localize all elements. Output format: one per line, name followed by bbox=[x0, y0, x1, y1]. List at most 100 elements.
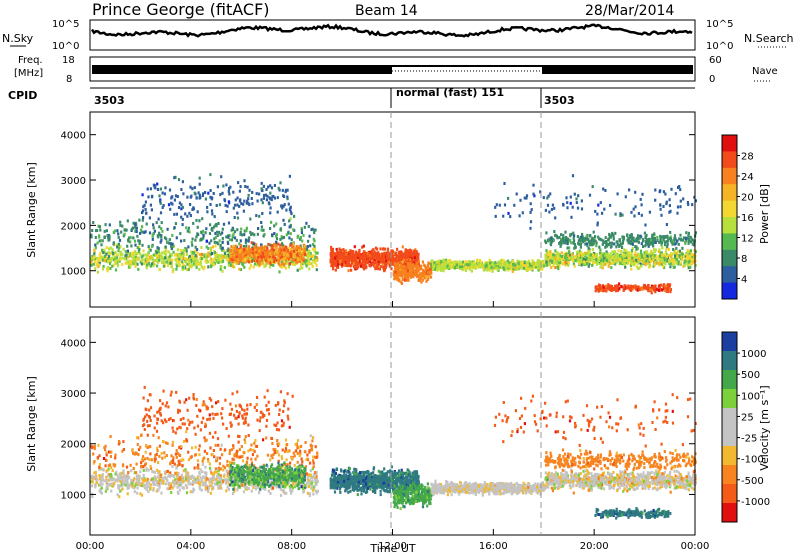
echo-cell bbox=[150, 255, 153, 259]
echo-cell bbox=[117, 242, 120, 246]
echo-cell bbox=[260, 181, 263, 185]
echo-cell bbox=[231, 234, 234, 238]
echo-cell bbox=[680, 252, 683, 256]
echo-cell bbox=[444, 262, 448, 266]
echo-cell bbox=[143, 203, 146, 207]
nave-tick-bottom: 0 bbox=[709, 74, 715, 85]
echo-cell bbox=[428, 273, 431, 277]
echo-cell bbox=[105, 246, 108, 250]
echo-cell bbox=[691, 255, 694, 259]
echo-cell bbox=[138, 218, 141, 222]
echo-cell bbox=[363, 258, 366, 262]
echo-cell bbox=[290, 212, 293, 216]
echo-cell bbox=[184, 246, 187, 250]
echo-cell bbox=[406, 262, 409, 266]
echo-cell bbox=[622, 239, 625, 243]
echo-cell bbox=[190, 194, 193, 198]
echo-cell bbox=[592, 251, 596, 255]
echo-cell bbox=[259, 262, 263, 266]
echo-cell bbox=[414, 271, 417, 275]
echo-cell bbox=[167, 261, 170, 265]
echo-cell bbox=[663, 261, 666, 265]
echo-cell bbox=[296, 257, 299, 261]
noise-right-tick-top: 10^5 bbox=[706, 19, 733, 30]
echo-cell bbox=[162, 204, 165, 207]
echo-cell bbox=[229, 251, 233, 255]
echo-cell bbox=[463, 263, 466, 267]
echo-cell bbox=[251, 251, 254, 255]
echo-cell bbox=[182, 251, 185, 255]
echo-cell bbox=[301, 250, 304, 254]
echo-cell bbox=[617, 249, 620, 253]
echo-cell bbox=[274, 248, 277, 252]
echo-cell bbox=[259, 246, 262, 250]
echo-cell bbox=[674, 254, 677, 258]
echo-cell bbox=[136, 257, 139, 261]
echo-cell bbox=[413, 258, 416, 262]
echo-cell bbox=[122, 247, 125, 251]
echo-cell bbox=[555, 254, 558, 258]
echo-cell bbox=[92, 221, 95, 224]
echo-cell bbox=[266, 247, 269, 250]
echo-cell bbox=[248, 188, 251, 192]
echo-cell bbox=[548, 257, 551, 261]
echo-cell bbox=[587, 264, 590, 268]
echo-cell bbox=[98, 239, 101, 243]
echo-cell bbox=[214, 244, 217, 248]
echo-cell bbox=[694, 231, 697, 235]
echo-cell bbox=[168, 238, 171, 242]
echo-cell bbox=[413, 256, 416, 260]
echo-cell bbox=[119, 253, 122, 257]
echo-cell bbox=[276, 260, 280, 264]
echo-cell bbox=[137, 267, 140, 271]
echo-cell bbox=[247, 197, 250, 201]
echo-cell bbox=[349, 257, 352, 261]
echo-cell bbox=[403, 272, 406, 276]
echo-cell bbox=[241, 233, 244, 237]
echo-cell bbox=[232, 228, 235, 231]
echo-cell bbox=[217, 222, 220, 225]
echo-cell bbox=[194, 263, 197, 267]
echo-cell bbox=[200, 246, 203, 249]
echo-cell bbox=[251, 202, 254, 206]
echo-cell bbox=[573, 264, 576, 268]
echo-cell bbox=[401, 266, 404, 270]
echo-cell bbox=[652, 251, 655, 255]
echo-cell bbox=[436, 260, 439, 264]
echo-cell bbox=[234, 198, 237, 202]
echo-cell bbox=[233, 249, 236, 253]
echo-cell bbox=[292, 245, 295, 249]
echo-cell bbox=[391, 250, 394, 254]
echo-cell bbox=[336, 256, 339, 260]
echo-cell bbox=[148, 247, 151, 251]
echo-cell bbox=[306, 253, 309, 257]
echo-cell bbox=[455, 261, 458, 265]
echo-cell bbox=[239, 185, 242, 189]
echo-cell bbox=[204, 253, 207, 257]
echo-cell bbox=[583, 253, 586, 257]
echo-cell bbox=[295, 251, 298, 254]
echo-cell bbox=[280, 204, 283, 208]
echo-cell bbox=[279, 181, 282, 185]
echo-cell bbox=[288, 236, 291, 240]
echo-cell bbox=[300, 231, 303, 235]
echo-cell bbox=[247, 193, 250, 197]
echo-cell bbox=[609, 245, 612, 249]
echo-cell bbox=[661, 264, 665, 268]
echo-cell bbox=[90, 256, 93, 260]
echo-cell bbox=[192, 207, 195, 211]
echo-cell bbox=[288, 208, 291, 212]
echo-cell bbox=[634, 251, 637, 254]
echo-cell bbox=[428, 271, 431, 274]
echo-cell bbox=[432, 268, 435, 271]
echo-cell bbox=[163, 261, 166, 264]
echo-cell bbox=[98, 253, 101, 257]
echo-cell bbox=[136, 252, 139, 256]
echo-cell bbox=[395, 251, 398, 255]
echo-cell bbox=[436, 268, 439, 272]
echo-cell bbox=[408, 267, 411, 271]
echo-cell bbox=[562, 236, 565, 240]
echo-cell bbox=[207, 260, 210, 264]
echo-cell bbox=[311, 242, 315, 246]
echo-cell bbox=[554, 233, 557, 237]
